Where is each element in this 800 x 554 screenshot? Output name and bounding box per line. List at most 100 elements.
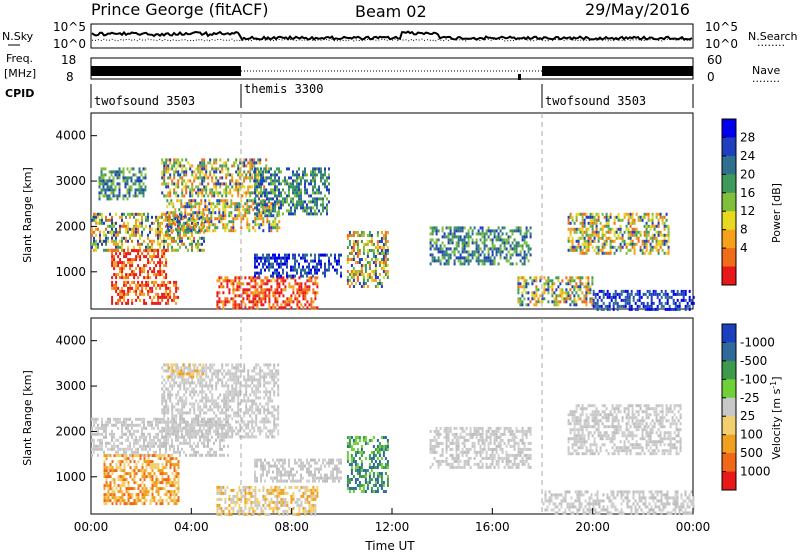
heat-cell	[165, 295, 168, 299]
heat-cell	[233, 411, 236, 415]
heat-cell	[374, 285, 377, 288]
heat-cell	[602, 289, 605, 293]
heat-cell	[266, 205, 269, 209]
heat-cell	[638, 304, 641, 308]
heat-cell	[111, 255, 114, 259]
heat-cell	[161, 182, 164, 186]
heat-cell	[646, 304, 649, 308]
heat-cell	[591, 282, 594, 286]
heat-cell	[193, 447, 195, 451]
heat-cell	[360, 264, 363, 267]
heat-cell	[320, 173, 322, 177]
heat-cell	[260, 211, 263, 215]
heat-cell	[111, 301, 114, 305]
heat-cell	[126, 197, 129, 201]
heat-cell	[157, 283, 160, 287]
heat-cell	[214, 205, 217, 209]
heat-cell	[629, 233, 632, 237]
heat-cell	[270, 212, 272, 216]
heat-cell	[487, 253, 490, 257]
heat-cell	[191, 381, 194, 385]
heat-cell	[384, 255, 387, 258]
freq-bar-seg1	[91, 66, 241, 76]
heat-cell	[533, 303, 536, 307]
heat-cell	[656, 304, 659, 308]
heat-cell	[99, 444, 101, 448]
heat-cell	[167, 393, 170, 397]
heat-cell	[185, 221, 187, 225]
heat-cell	[224, 211, 227, 215]
heat-cell	[278, 202, 281, 206]
heat-cell	[103, 435, 105, 439]
heat-cell	[163, 245, 165, 249]
heat-cell	[258, 271, 260, 275]
heat-cell	[235, 161, 238, 165]
heat-cell	[187, 387, 190, 391]
heat-cell	[519, 285, 522, 289]
heat-cell	[198, 217, 201, 221]
heat-cell	[226, 205, 229, 209]
heat-cell	[143, 426, 145, 430]
heat-cell	[310, 279, 313, 283]
heat-cell	[227, 429, 229, 433]
heat-cell	[280, 288, 283, 292]
heat-cell	[298, 200, 300, 204]
heat-cell	[228, 214, 231, 218]
heat-cell	[310, 206, 312, 210]
heat-cell	[256, 294, 259, 298]
heat-cell	[657, 242, 660, 246]
heat-cell	[382, 237, 385, 240]
heat-cell	[202, 208, 205, 212]
heat-cell	[270, 229, 273, 233]
heat-cell	[208, 208, 211, 212]
heat-cell	[211, 447, 213, 451]
heat-cell	[105, 233, 107, 237]
heat-cell	[605, 230, 608, 234]
heat-cell	[147, 270, 150, 274]
heat-cell	[139, 249, 142, 253]
heat-cell	[143, 255, 146, 259]
heat-cell	[302, 206, 304, 210]
heat-cell	[513, 238, 516, 242]
heat-cell	[228, 220, 231, 224]
heat-cell	[314, 191, 316, 195]
heat-cell	[141, 242, 143, 246]
heat-cell	[118, 176, 121, 180]
heat-cell	[125, 264, 128, 268]
heat-cell	[232, 279, 235, 283]
heat-cell	[316, 203, 318, 207]
heat-cell	[137, 239, 139, 243]
heat-cell	[350, 276, 353, 279]
heat-cell	[109, 218, 111, 222]
heat-cell	[636, 298, 639, 302]
heat-cell	[632, 295, 635, 299]
power-panel-frame	[90, 112, 694, 310]
heat-cell	[254, 291, 257, 295]
heat-cell	[237, 399, 240, 403]
heat-cell	[171, 366, 174, 370]
heat-cell	[525, 232, 528, 236]
heat-cell	[302, 253, 304, 257]
heat-cell	[278, 271, 280, 275]
heat-cell	[487, 247, 490, 251]
heat-cell	[231, 173, 234, 177]
heat-cell	[318, 259, 320, 263]
heat-cell	[569, 303, 572, 307]
heat-cell	[159, 267, 162, 271]
heat-cell	[485, 256, 488, 260]
heat-cell	[288, 303, 291, 307]
heat-cell	[157, 295, 160, 299]
heat-cell	[609, 215, 612, 219]
heat-cell	[591, 245, 594, 249]
heat-cell	[243, 363, 246, 367]
heat-cell	[163, 276, 166, 280]
heat-cell	[157, 432, 159, 436]
heat-cell	[107, 218, 109, 222]
heat-cell	[348, 234, 351, 237]
heat-cell	[194, 226, 197, 230]
heat-cell	[312, 176, 314, 180]
heat-cell	[125, 236, 127, 240]
heat-cell	[167, 176, 170, 180]
heat-cell	[232, 285, 235, 289]
heat-cell	[163, 438, 165, 442]
